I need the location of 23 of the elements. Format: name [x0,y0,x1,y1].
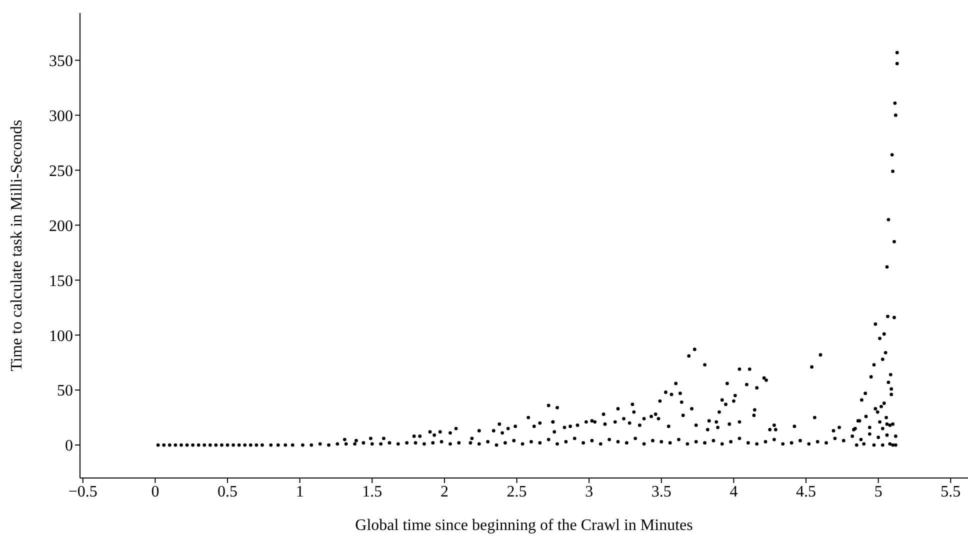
x-tick-label: 4.5 [796,483,816,500]
y-tick-label: 200 [49,218,73,235]
y-axis-title: Time to calculate task in Milli-Seconds [8,120,26,372]
y-tick-label: 100 [49,328,73,345]
y-tick-label: 350 [49,52,73,70]
x-axis-title: Global time since beginning of the Crawl in Minutes [355,517,693,534]
x-tick-label: 2.5 [506,483,527,500]
y-tick-label: 300 [49,108,73,125]
x-tick-label: 1 [296,483,304,500]
x-tick-label: 1.5 [362,483,382,500]
x-tick-label: −0.5 [68,483,98,500]
x-tick-label: 5 [874,483,882,500]
y-tick-label: 150 [49,272,73,290]
x-tick-label: 0 [151,483,160,500]
x-tick-label: 2 [440,483,448,500]
x-tick-label: 5.5 [940,483,961,500]
x-tick-label: 0.5 [218,483,238,500]
x-tick-label: 3.5 [651,483,672,500]
x-tick-label: 3 [585,483,594,500]
y-tick-label: 50 [57,382,73,400]
y-tick-label: 250 [49,162,73,180]
y-tick-label: 0 [65,438,73,455]
x-tick-label: 4 [730,483,738,500]
